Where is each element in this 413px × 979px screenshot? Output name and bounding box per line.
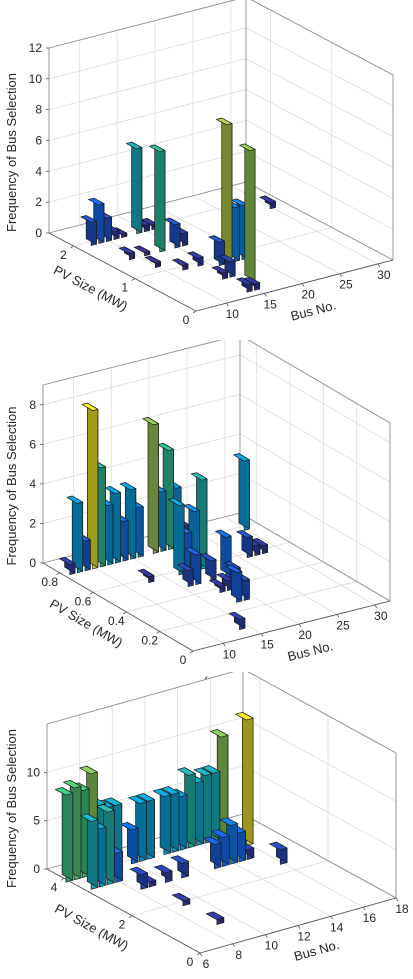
x-tick-label: 25 (339, 278, 353, 292)
back-wall (49, 0, 246, 233)
bar-10 (142, 417, 159, 554)
bar-33 (228, 611, 246, 630)
z-tick-label: 6 (35, 134, 42, 148)
bar-11 (164, 217, 181, 249)
y-tick-label: 0 (183, 313, 190, 327)
y-tick-label: 2 (119, 918, 126, 932)
z-tick-label: 5 (33, 814, 40, 828)
x-tick-label: 6 (203, 957, 210, 971)
z-tick-label: 8 (29, 398, 36, 412)
bar-17 (154, 864, 173, 883)
z-tick-label: 4 (35, 164, 42, 178)
y-tick-label: 2 (60, 248, 67, 262)
bar-0 (54, 787, 74, 883)
bar-16 (208, 235, 225, 266)
bar-24 (243, 276, 261, 291)
z-tick-label: 2 (35, 195, 42, 209)
y-tick-label: 0 (180, 653, 187, 667)
bar-25 (259, 195, 276, 210)
bar-27 (225, 564, 243, 603)
x-tick-label: 20 (298, 628, 312, 642)
bar-28 (203, 836, 222, 870)
bar-10 (149, 144, 166, 253)
z-tick-label: 6 (29, 437, 36, 451)
z-tick-label: 0 (33, 862, 40, 876)
x-tick-label: 16 (363, 911, 377, 925)
bar-19 (171, 892, 191, 907)
z-tick-label: 2 (29, 516, 36, 530)
bar-16 (152, 788, 172, 856)
bar-33 (235, 711, 254, 847)
bar-31 (251, 538, 268, 555)
x-tick-label: 10 (265, 939, 279, 953)
bar-32 (233, 453, 250, 531)
bar-17 (216, 117, 233, 264)
bar-23 (215, 529, 232, 578)
bar-3 (81, 402, 99, 570)
y-tick-label: 0 (187, 955, 194, 969)
bar-20 (205, 911, 225, 925)
z-tick-label: 12 (29, 41, 43, 55)
bar-34 (269, 841, 288, 865)
y-tick-label: 4 (51, 880, 58, 894)
x-tick-label: 25 (336, 618, 350, 632)
x-tick-label: 15 (261, 638, 275, 652)
z-axis-label: Frequency of Bus Selection (4, 73, 19, 232)
x-tick-label: 18 (395, 902, 409, 916)
bar-21 (219, 254, 236, 278)
bar-13 (144, 255, 161, 268)
z-axis-label: Frequency of Bus Selection (4, 729, 19, 888)
bar-7 (80, 813, 99, 890)
z-axis-label: Frequency of Bus Selection (4, 407, 19, 566)
x-tick-label: 30 (377, 268, 391, 282)
z-tick-label: 10 (27, 765, 41, 779)
bar-24 (209, 578, 226, 593)
bar-13 (120, 821, 139, 865)
bar-23 (236, 277, 253, 293)
bar-22 (199, 553, 217, 582)
bar-15 (187, 251, 204, 267)
x-tick-label: 12 (297, 930, 311, 944)
bar-5 (125, 141, 143, 235)
z-tick-label: 10 (29, 72, 43, 86)
x-tick-label: 20 (301, 288, 315, 302)
bar-16 (168, 497, 185, 576)
bar-29 (236, 529, 253, 558)
z-tick-label: 0 (35, 226, 42, 240)
x-tick-label: 10 (223, 647, 237, 661)
y-tick-label: 0.4 (108, 614, 125, 628)
bar-11 (129, 866, 148, 890)
y-tick-label: 0.6 (75, 594, 92, 608)
bar-8 (118, 246, 136, 261)
y-tick-label: 0.2 (141, 633, 158, 647)
z-tick-label: 0 (29, 556, 36, 570)
bar-18 (170, 855, 189, 879)
bar-0 (58, 556, 76, 575)
x-tick-label: 14 (330, 920, 344, 934)
bar-1 (66, 495, 84, 574)
bar-9 (133, 245, 151, 257)
bar-0 (80, 215, 97, 246)
bar-14 (172, 258, 189, 271)
x-tick-label: 8 (235, 948, 242, 962)
bar-22 (239, 143, 256, 283)
y-tick-label: 1 (121, 281, 128, 295)
z-tick-label: 8 (35, 103, 42, 117)
bar-20 (211, 265, 229, 280)
bar-20 (177, 562, 194, 587)
x-tick-label: 30 (374, 609, 388, 623)
y-tick-label: 0.8 (41, 575, 58, 589)
x-tick-label: 10 (226, 307, 240, 321)
z-tick-label: 4 (29, 477, 36, 491)
x-tick-label: 15 (264, 297, 278, 311)
bar-15 (137, 568, 155, 583)
